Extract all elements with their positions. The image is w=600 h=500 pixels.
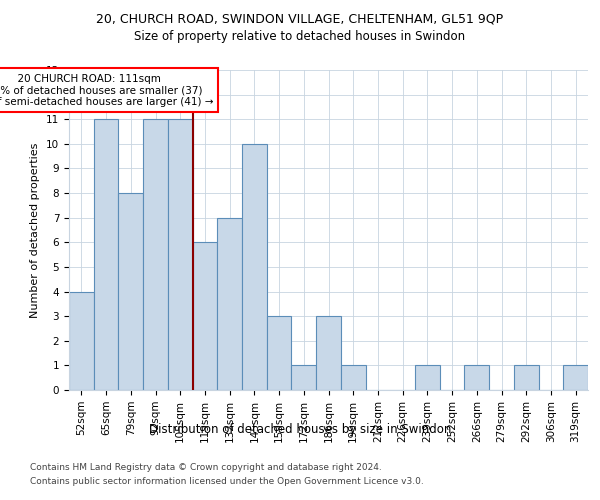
- Text: 20 CHURCH ROAD: 111sqm  
← 47% of detached houses are smaller (37)
53% of semi-d: 20 CHURCH ROAD: 111sqm ← 47% of detached…: [0, 74, 213, 107]
- Text: 20, CHURCH ROAD, SWINDON VILLAGE, CHELTENHAM, GL51 9QP: 20, CHURCH ROAD, SWINDON VILLAGE, CHELTE…: [97, 12, 503, 26]
- Text: Size of property relative to detached houses in Swindon: Size of property relative to detached ho…: [134, 30, 466, 43]
- Bar: [316, 316, 341, 390]
- Text: Distribution of detached houses by size in Swindon: Distribution of detached houses by size …: [149, 422, 451, 436]
- Bar: [118, 193, 143, 390]
- Bar: [193, 242, 217, 390]
- Bar: [69, 292, 94, 390]
- Text: Contains HM Land Registry data © Crown copyright and database right 2024.: Contains HM Land Registry data © Crown c…: [30, 462, 382, 471]
- Bar: [94, 119, 118, 390]
- Bar: [242, 144, 267, 390]
- Bar: [267, 316, 292, 390]
- Y-axis label: Number of detached properties: Number of detached properties: [31, 142, 40, 318]
- Bar: [415, 366, 440, 390]
- Bar: [514, 366, 539, 390]
- Bar: [292, 366, 316, 390]
- Bar: [168, 119, 193, 390]
- Bar: [143, 119, 168, 390]
- Text: Contains public sector information licensed under the Open Government Licence v3: Contains public sector information licen…: [30, 478, 424, 486]
- Bar: [341, 366, 365, 390]
- Bar: [464, 366, 489, 390]
- Bar: [217, 218, 242, 390]
- Bar: [563, 366, 588, 390]
